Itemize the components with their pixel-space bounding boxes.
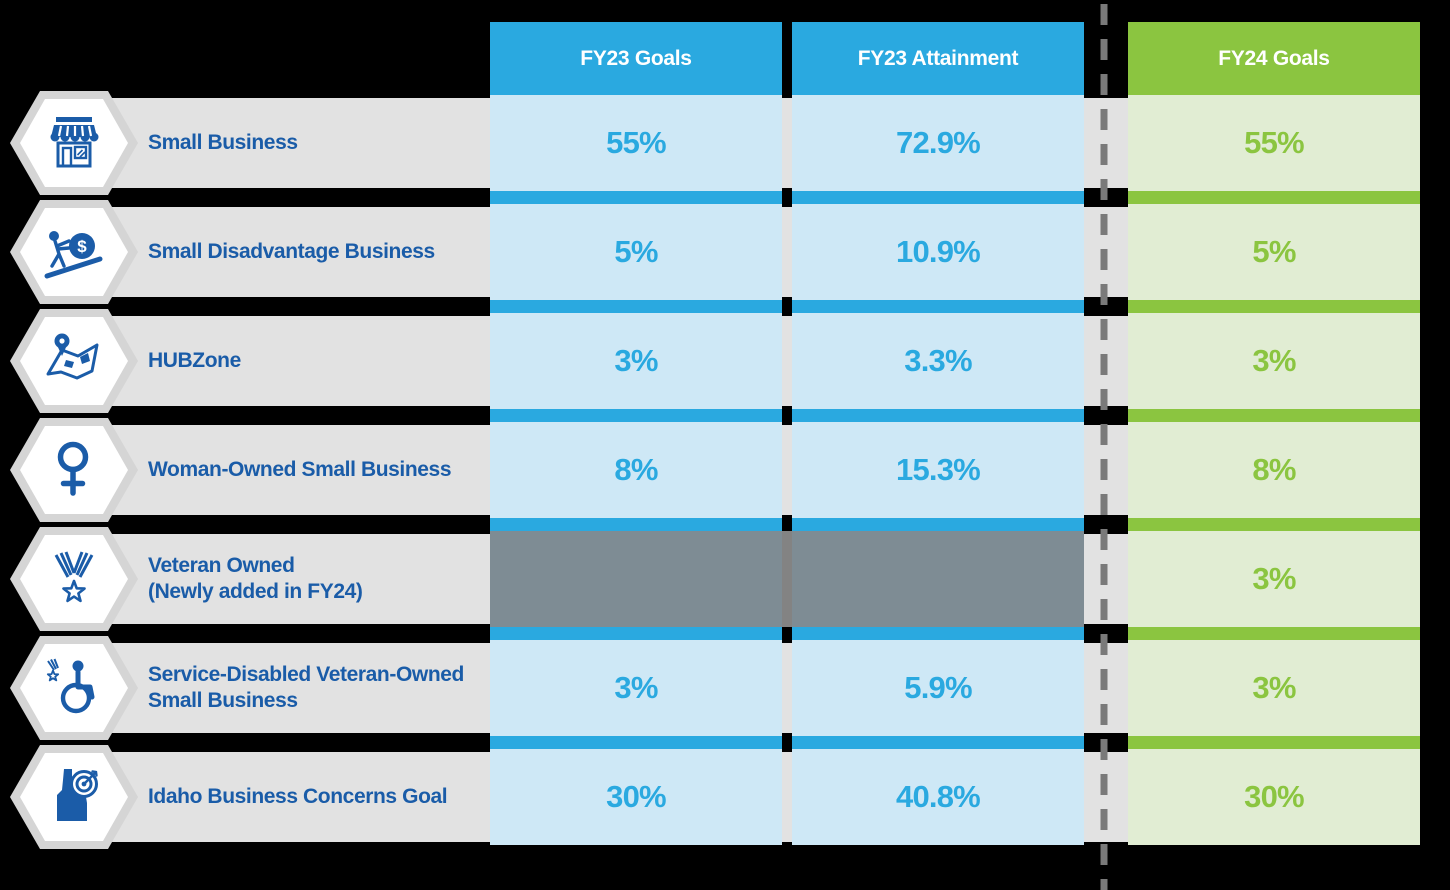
row-separator [1128,300,1420,313]
cell-fy24-goals: 8% [1128,422,1420,518]
cell-value: 5% [1252,234,1296,269]
cell-fy23-goals: 3% [490,313,782,409]
row-separator [490,627,782,640]
table-row-hubzone: HUBZone 3% 3.3% 3% [0,309,1450,422]
row-label-line2: Small Business [148,689,298,712]
cell-value: 3% [614,343,658,378]
row-label-line1: HUBZone [148,349,241,372]
cell-value: 3% [1252,343,1296,378]
cell-value: 3.3% [904,343,972,378]
veteran-medal-icon [10,525,138,633]
column-header-label: FY24 Goals [1218,46,1330,70]
row-separator [490,518,782,531]
cell-fy23-goals: 55% [490,95,782,191]
cell-value: 5.9% [904,670,972,705]
row-separator [792,518,1084,531]
cell-fy23-goals: 8% [490,422,782,518]
cell-fy24-goals: 3% [1128,531,1420,627]
cell-value: 8% [614,452,658,487]
cell-fy23-goals: 3% [490,640,782,736]
svg-text:$: $ [77,237,87,256]
row-separator [792,409,1084,422]
cell-fy24-goals: 3% [1128,313,1420,409]
table-row-service-disabled-veteran-owned: Service-Disabled Veteran-Owned Small Bus… [0,636,1450,749]
cell-fy24-goals: 55% [1128,95,1420,191]
cell-fy23-goals: 5% [490,204,782,300]
column-header-fy23-goals: FY23 Goals [490,22,782,95]
idaho-target-icon [10,743,138,851]
row-separator [490,300,782,313]
row-label: Service-Disabled Veteran-Owned Small Bus… [148,640,478,736]
cell-fy23-goals: 30% [490,749,782,845]
row-label: Veteran Owned (Newly added in FY24) [148,531,478,627]
row-separator [490,409,782,422]
cell-value: 30% [1244,779,1304,814]
cell-value: 8% [1252,452,1296,487]
cell-value: 72.9% [896,125,981,160]
cell-value: 10.9% [896,234,981,269]
storefront-icon [10,89,138,197]
cell-value: 30% [606,779,666,814]
row-label: Small Business [148,95,478,191]
row-label-line1: Woman-Owned Small Business [148,458,452,481]
row-separator [1128,518,1420,531]
cell-fy24-goals: 30% [1128,749,1420,845]
row-separator [1128,191,1420,204]
row-separator [792,736,1084,749]
cell-fy23-attainment: 5.9% [792,640,1084,736]
cell-value: 5% [614,234,658,269]
table-row-small-disadvantage-business: $ Small Disadvantage Business 5% 10.9% 5… [0,200,1450,313]
cell-fy23-attainment-nodata [792,531,1084,627]
row-label: HUBZone [148,313,478,409]
row-separator [792,191,1084,204]
row-label-line2: (Newly added in FY24) [148,580,363,603]
column-header-fy24-goals: FY24 Goals [1128,22,1420,95]
cell-value: 3% [1252,561,1296,596]
uphill-dollar-icon: $ [10,198,138,306]
row-separator [490,736,782,749]
row-label: Idaho Business Concerns Goal [148,749,478,845]
cell-fy23-attainment: 15.3% [792,422,1084,518]
cell-value: 55% [606,125,666,160]
cell-value: 55% [1244,125,1304,160]
column-header-fy23-attainment: FY23 Attainment [792,22,1084,95]
row-label-line1: Small Disadvantage Business [148,240,435,263]
table-row-veteran-owned: Veteran Owned (Newly added in FY24) 3% [0,527,1450,640]
cell-fy23-attainment: 72.9% [792,95,1084,191]
column-header-label: FY23 Attainment [857,46,1019,70]
nodata-gap [782,531,792,627]
row-separator [1128,627,1420,640]
row-label-line1: Veteran Owned [148,554,295,577]
cell-fy23-attainment: 10.9% [792,204,1084,300]
cell-fy24-goals: 3% [1128,640,1420,736]
row-label-line1: Small Business [148,131,298,154]
row-label-line1: Idaho Business Concerns Goal [148,785,448,808]
wheelchair-veteran-icon [10,634,138,742]
fy23-fy24-divider-dashed-line [1099,0,1109,890]
row-label: Small Disadvantage Business [148,204,478,300]
row-label-line1: Service-Disabled Veteran-Owned [148,663,464,686]
row-label: Woman-Owned Small Business [148,422,478,518]
row-separator [792,300,1084,313]
cell-value: 40.8% [896,779,981,814]
female-icon [10,416,138,524]
row-separator [490,191,782,204]
table-row-small-business: Small Business 55% 72.9% 55% [0,91,1450,204]
row-separator [1128,409,1420,422]
cell-fy24-goals: 5% [1128,204,1420,300]
row-separator [792,627,1084,640]
row-separator [1128,736,1420,749]
table-row-woman-owned-small-business: Woman-Owned Small Business 8% 15.3% 8% [0,418,1450,531]
cell-fy23-attainment: 3.3% [792,313,1084,409]
map-pin-icon [10,307,138,415]
table-row-idaho-business-concerns: Idaho Business Concerns Goal 30% 40.8% 3… [0,745,1450,849]
cell-value: 3% [614,670,658,705]
column-header-label: FY23 Goals [580,46,692,70]
cell-value: 15.3% [896,452,981,487]
cell-fy23-goals-nodata [490,531,782,627]
cell-value: 3% [1252,670,1296,705]
cell-fy23-attainment: 40.8% [792,749,1084,845]
